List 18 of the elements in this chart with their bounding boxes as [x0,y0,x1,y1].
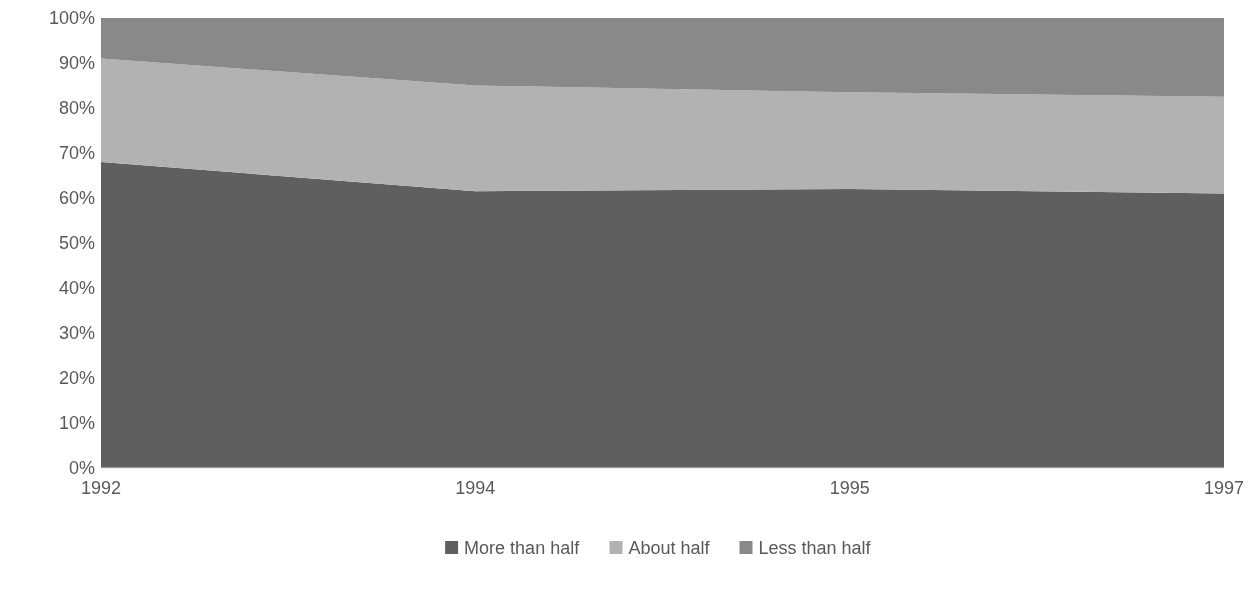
y-tick-label: 10% [58,413,95,434]
y-tick-label: 100% [48,8,95,29]
x-tick-label: 1995 [829,478,870,498]
legend-label: More than half [464,538,581,559]
y-tick-label: 20% [58,368,95,389]
y-tick-label: 60% [58,188,95,209]
y-tick-label: 70% [58,143,95,164]
y-tick-label: 30% [58,323,95,344]
y-tick-label: 50% [58,233,95,254]
x-tick-label: 1994 [455,478,496,498]
y-tick-label: 80% [58,98,95,119]
y-tick-label: 0% [68,458,95,479]
y-tick-label: 90% [58,53,95,74]
legend-label: About half [628,538,711,559]
x-tick-label: 1992 [80,478,122,498]
legend-label: Less than half [758,538,872,559]
y-tick-label: 40% [58,278,95,299]
x-tick-label: 1997 [1203,478,1245,498]
